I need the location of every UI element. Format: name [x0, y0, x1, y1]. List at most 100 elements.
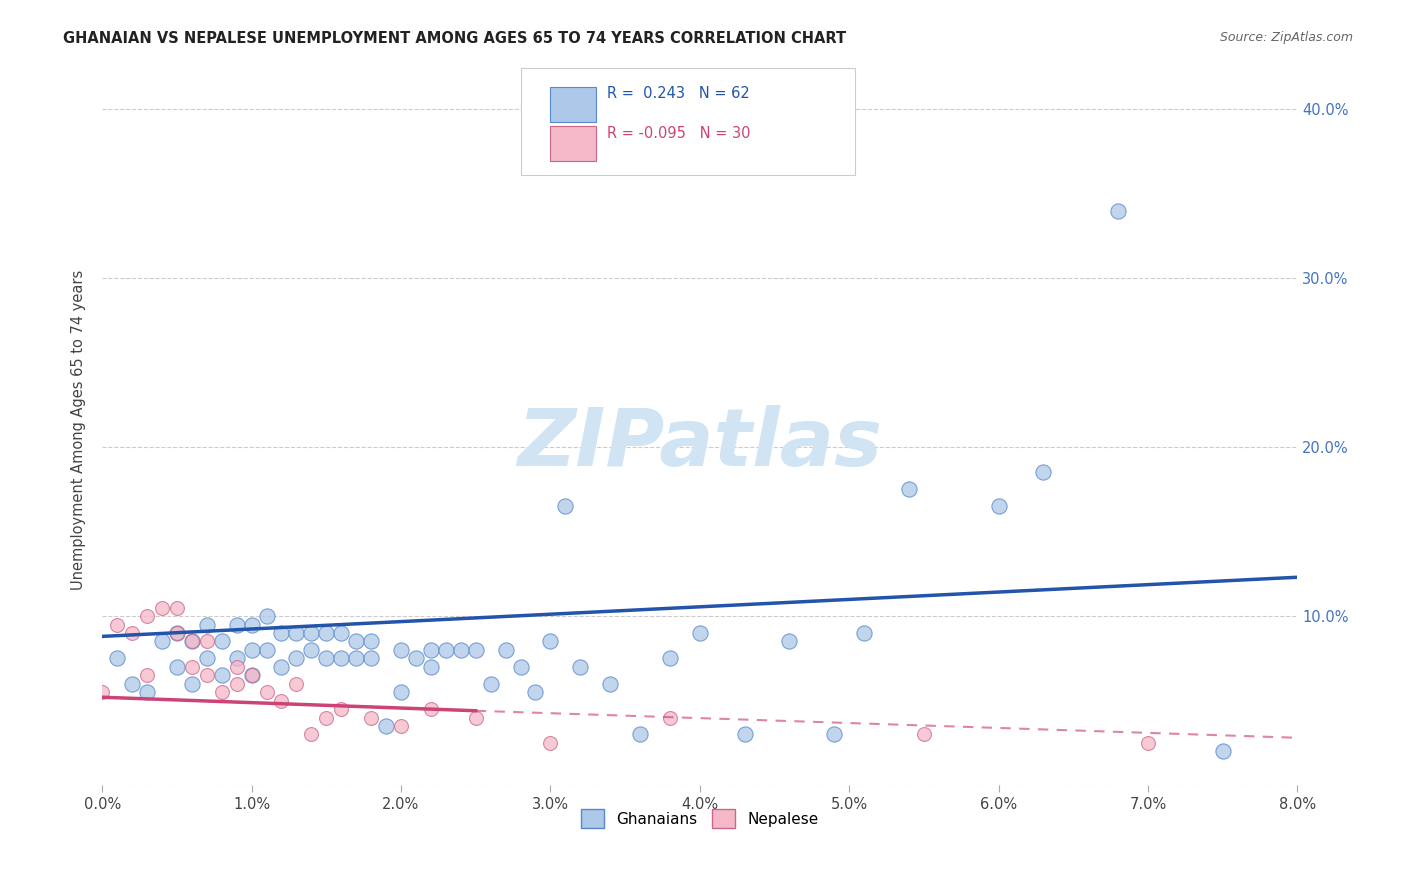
Point: [180, 634, 202, 648]
Point: [299, 643, 322, 657]
Point: [554, 500, 576, 514]
Point: [150, 634, 173, 648]
Point: [464, 643, 486, 657]
Point: [658, 651, 681, 665]
Point: [778, 634, 800, 648]
Point: [270, 693, 292, 707]
Point: [195, 617, 218, 632]
Point: [180, 676, 202, 690]
Point: [658, 710, 681, 724]
Point: [225, 676, 247, 690]
Point: [330, 651, 353, 665]
Point: [105, 617, 128, 632]
FancyBboxPatch shape: [520, 69, 855, 175]
Point: [538, 634, 561, 648]
Point: [240, 643, 263, 657]
Point: [434, 643, 457, 657]
Point: [330, 702, 353, 716]
Point: [509, 660, 531, 674]
Point: [166, 660, 188, 674]
Point: [315, 651, 337, 665]
Text: R =  0.243   N = 62: R = 0.243 N = 62: [606, 86, 749, 101]
Point: [375, 719, 398, 733]
Point: [464, 710, 486, 724]
Point: [270, 660, 292, 674]
Point: [389, 685, 412, 699]
Point: [150, 600, 173, 615]
Point: [360, 710, 382, 724]
Point: [479, 676, 502, 690]
Point: [256, 609, 278, 624]
Point: [1032, 466, 1054, 480]
Y-axis label: Unemployment Among Ages 65 to 74 years: Unemployment Among Ages 65 to 74 years: [72, 270, 86, 591]
Point: [91, 685, 114, 699]
Point: [180, 660, 202, 674]
Point: [734, 727, 756, 741]
Text: GHANAIAN VS NEPALESE UNEMPLOYMENT AMONG AGES 65 TO 74 YEARS CORRELATION CHART: GHANAIAN VS NEPALESE UNEMPLOYMENT AMONG …: [63, 31, 846, 46]
FancyBboxPatch shape: [550, 87, 596, 121]
Point: [195, 668, 218, 682]
Point: [360, 634, 382, 648]
Point: [450, 643, 472, 657]
FancyBboxPatch shape: [550, 127, 596, 161]
Point: [136, 685, 159, 699]
Point: [136, 609, 159, 624]
Point: [105, 651, 128, 665]
Point: [315, 626, 337, 640]
Point: [1136, 736, 1159, 750]
Point: [419, 702, 441, 716]
Legend: Ghanaians, Nepalese: Ghanaians, Nepalese: [575, 804, 825, 834]
Point: [569, 660, 592, 674]
Point: [1212, 744, 1234, 758]
Point: [912, 727, 935, 741]
Point: [195, 634, 218, 648]
Point: [285, 676, 308, 690]
Point: [211, 634, 233, 648]
Point: [225, 660, 247, 674]
Point: [1107, 203, 1129, 218]
Point: [211, 685, 233, 699]
Point: [344, 634, 367, 648]
Text: R = -0.095   N = 30: R = -0.095 N = 30: [606, 126, 749, 141]
Point: [897, 483, 920, 497]
Text: ZIPatlas: ZIPatlas: [517, 406, 883, 483]
Point: [166, 600, 188, 615]
Point: [240, 617, 263, 632]
Point: [256, 685, 278, 699]
Point: [628, 727, 651, 741]
Point: [853, 626, 876, 640]
Point: [225, 617, 247, 632]
Point: [270, 626, 292, 640]
Point: [599, 676, 621, 690]
Point: [299, 727, 322, 741]
Point: [211, 668, 233, 682]
Point: [121, 676, 143, 690]
Point: [240, 668, 263, 682]
Point: [495, 643, 517, 657]
Point: [285, 626, 308, 640]
Point: [360, 651, 382, 665]
Point: [256, 643, 278, 657]
Point: [166, 626, 188, 640]
Point: [299, 626, 322, 640]
Point: [285, 651, 308, 665]
Point: [524, 685, 547, 699]
Point: [419, 643, 441, 657]
Text: Source: ZipAtlas.com: Source: ZipAtlas.com: [1219, 31, 1353, 45]
Point: [389, 719, 412, 733]
Point: [195, 651, 218, 665]
Point: [166, 626, 188, 640]
Point: [419, 660, 441, 674]
Point: [689, 626, 711, 640]
Point: [136, 668, 159, 682]
Point: [389, 643, 412, 657]
Point: [405, 651, 427, 665]
Point: [315, 710, 337, 724]
Point: [330, 626, 353, 640]
Point: [823, 727, 845, 741]
Point: [538, 736, 561, 750]
Point: [180, 634, 202, 648]
Point: [240, 668, 263, 682]
Point: [344, 651, 367, 665]
Point: [225, 651, 247, 665]
